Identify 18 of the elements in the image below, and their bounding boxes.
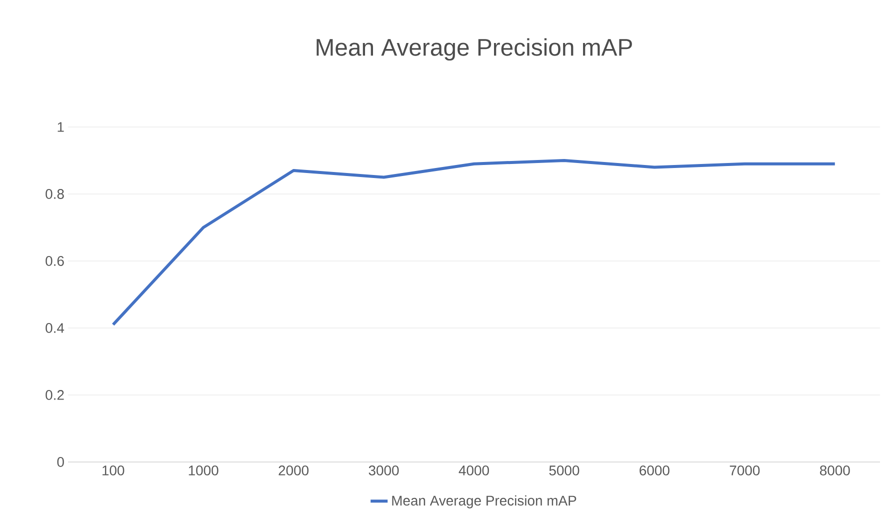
- legend-label: Mean Average Precision mAP: [392, 495, 576, 508]
- x-tick-label: 8000: [820, 466, 850, 476]
- y-tick-label: 0.8: [46, 189, 64, 199]
- line-series: [112, 159, 836, 326]
- x-tick-label: 4000: [458, 466, 489, 476]
- x-tick-label: 100: [102, 466, 124, 476]
- x-tick-label: 5000: [549, 466, 580, 476]
- y-tick-label: 1: [58, 122, 64, 132]
- y-tick-label: 0.6: [46, 256, 64, 266]
- x-tick-label: 2000: [278, 466, 309, 476]
- x-tick-label: 6000: [640, 466, 670, 476]
- chart-title: Mean Average Precision mAP: [316, 38, 632, 61]
- y-tick-label: 0: [57, 457, 64, 467]
- x-tick-label: 1000: [188, 466, 218, 476]
- x-tick-label: 3000: [368, 466, 399, 476]
- x-tick-label: 7000: [730, 466, 760, 476]
- y-tick-label: 0.2: [46, 390, 64, 400]
- y-tick-label: 0.4: [46, 323, 64, 333]
